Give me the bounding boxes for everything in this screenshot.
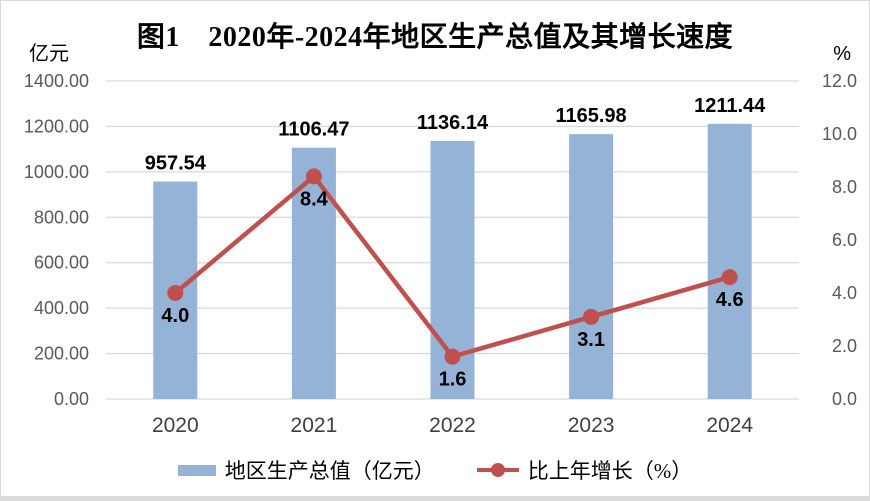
right-axis-tick-label: 2.0 (832, 336, 857, 356)
legend-line-marker-swatch-icon (476, 462, 519, 478)
bar-value-label: 1106.47 (278, 119, 349, 141)
right-axis-tick-label: 12.0 (822, 71, 857, 91)
legend-bar-swatch-icon (177, 464, 216, 476)
right-axis-unit: % (833, 43, 851, 65)
line-value-label: 4.6 (716, 289, 744, 311)
left-axis-tick-label: 400.00 (34, 298, 89, 318)
right-axis-tick-label: 8.0 (832, 177, 857, 197)
right-axis-tick-label: 6.0 (832, 230, 857, 250)
bar-2024 (707, 123, 752, 400)
category-label-2023: 2023 (568, 414, 615, 437)
left-axis-tick-label: 1000.00 (24, 162, 89, 182)
bottom-divider (1, 496, 869, 500)
right-axis-tick-label: 0.0 (832, 389, 857, 409)
right-axis-tick-label: 10.0 (822, 124, 857, 144)
left-axis-tick-label: 800.00 (34, 207, 89, 227)
left-axis-tick-label: 600.00 (34, 253, 89, 273)
line-value-label: 4.0 (161, 305, 189, 327)
left-axis-tick-label: 1400.00 (24, 71, 89, 91)
legend-label-growth: 比上年增长（%） (527, 459, 693, 483)
left-axis-unit: 亿元 (29, 43, 69, 65)
legend-item-gdp: 地区生产总值（亿元） (177, 455, 435, 485)
legend-item-growth: 比上年增长（%） (476, 455, 693, 485)
category-label-2020: 2020 (152, 414, 199, 437)
left-axis-tick-label: 200.00 (34, 344, 89, 364)
category-label-2022: 2022 (429, 414, 476, 437)
line-marker-2022 (444, 348, 461, 365)
bar-2021 (291, 147, 336, 399)
line-value-label: 1.6 (439, 369, 467, 391)
left-axis-tick-label: 0.00 (54, 389, 89, 409)
category-label-2021: 2021 (291, 414, 338, 437)
bar-value-label: 957.54 (145, 153, 207, 175)
left-axis-tick-label: 1200.00 (24, 116, 89, 136)
line-marker-2024 (721, 269, 738, 286)
line-marker-2023 (583, 308, 600, 325)
chart-title: 图1 2020年-2024年地区生产总值及其增长速度 (136, 22, 734, 53)
line-value-label: 8.4 (300, 188, 329, 210)
chart-legend: 地区生产总值（亿元） 比上年增长（%） (1, 453, 869, 487)
bar-2023 (569, 134, 614, 399)
category-label-2024: 2024 (706, 414, 753, 437)
legend-label-gdp: 地区生产总值（亿元） (224, 459, 435, 483)
bar-value-label: 1211.44 (694, 95, 766, 117)
line-marker-2020 (167, 285, 184, 301)
line-marker-2021 (305, 168, 322, 185)
right-axis-tick-label: 4.0 (832, 283, 857, 303)
bar-value-label: 1165.98 (555, 105, 626, 127)
bar-value-label: 1136.14 (417, 112, 489, 134)
line-value-label: 3.1 (577, 329, 605, 351)
